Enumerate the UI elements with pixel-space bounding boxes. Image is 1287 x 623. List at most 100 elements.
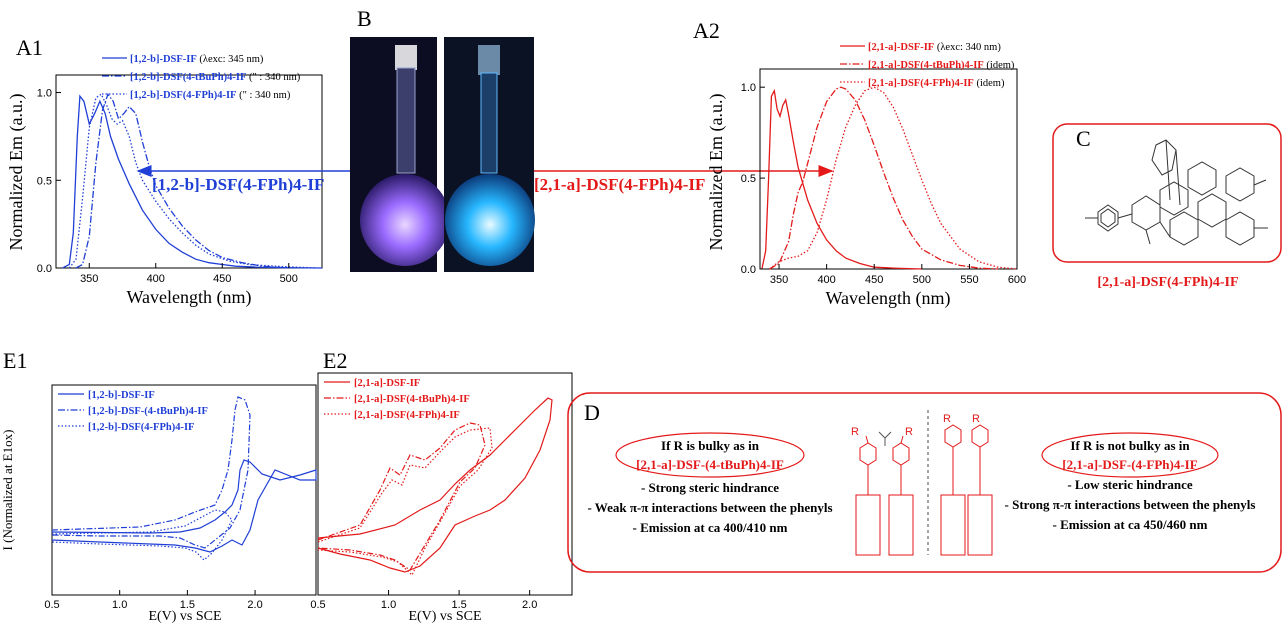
legend-label: [2,1-a]-DSF-IF	[868, 42, 934, 53]
label-21a-fph: [2,1-a]-DSF(4-FPh)4-IF	[534, 175, 705, 194]
panel-d: If R is bulky as in [2,1-a]-DSF-(4-tBuPh…	[567, 392, 1282, 573]
panel-letter-c: C	[1076, 126, 1091, 151]
legend-label: [1,2-b]-DSF(4-tBuPh)4-IF	[130, 72, 246, 83]
cv-e1-fph	[51, 509, 233, 561]
legend-entry: [1,2-b]-DSF(4-tBuPh)4-IF (" : 340 nm)	[130, 72, 301, 83]
legend-label: [2,1-a]-DSF-IF	[354, 378, 420, 389]
x-tick-label: 2.0	[522, 599, 537, 611]
x-axis-label-a1: Wavelength (nm)	[126, 287, 251, 308]
legend-label: [2,1-a]-DSF(4-FPh)4-IF	[868, 78, 974, 89]
d-right-line2: - Strong π-π interactions between the ph…	[1005, 497, 1256, 512]
plot-frame-a2	[759, 68, 1018, 270]
highlight-right	[1041, 432, 1219, 478]
panel-letter-e1: E1	[3, 348, 27, 373]
panel-letter-d: D	[584, 400, 600, 425]
legend-note: (λexc: 340 nm)	[934, 42, 1001, 53]
legend-label: [1,2-b]-DSF-IF	[88, 390, 155, 401]
legend-label: [1,2-b]-DSF(4-FPh)4-IF	[88, 422, 194, 433]
y-tick-label: 1.0	[741, 82, 756, 94]
legend-entry: [1,2-b]-DSF(4-FPh)4-IF (" : 340 nm)	[130, 90, 291, 101]
d-left-line3: - Emission at ca 400/410 nm	[633, 520, 788, 535]
x-tick-label: 450	[213, 273, 231, 285]
plot-frame-e2	[317, 372, 573, 596]
legend-label: [1,2-b]-DSF-(4-tBuPh)4-IF	[88, 406, 208, 417]
chart-a2: 350 400 450 500 550 600 0.0 0.5 1.0 Wavelength …	[706, 42, 1026, 309]
legend-entry: [1,2-b]-DSF-IF (λexc: 345 nm)	[130, 54, 264, 65]
highlight-left	[615, 432, 805, 478]
legend-label: [1,2-b]-DSF(4-FPh)4-IF	[130, 90, 236, 101]
x-tick-label: 400	[147, 273, 165, 285]
x-tick-label: 450	[865, 274, 883, 286]
d-left-line2: - Weak π-π interactions between the phen…	[587, 500, 832, 515]
r-label-1: R	[851, 426, 859, 438]
legend-label: [2,1-a]-DSF(4-FPh)4-IF	[354, 410, 460, 421]
r-label-2: R	[905, 426, 913, 438]
panel-c: [2,1-a]-DSF(4-FPh)4-IF	[1052, 123, 1282, 290]
y-tick-label: 0.5	[741, 173, 756, 185]
label-12b-fph: [1,2-b]-DSF(4-FPh)4-IF	[152, 175, 324, 194]
x-tick-label: 1.0	[381, 599, 396, 611]
d-schematic-right	[940, 424, 993, 556]
cv-e2-tbuph	[317, 422, 486, 571]
series-line-a2-1	[769, 86, 999, 270]
legend-note: (" : 340 nm)	[246, 72, 300, 83]
y-tick-label: 1.0	[37, 88, 52, 100]
chart-a1: 350 400 450 500 0.0 0.5 1.0 Wavelength (nm) N…	[6, 54, 323, 308]
y-tick-label: 0.0	[741, 264, 756, 276]
d-right-head2: [2,1-a]-DSF-(4-FPh)4-IF	[1062, 457, 1197, 472]
plot-frame-e1	[51, 384, 317, 596]
y-axis-label-e1: I (Normalized at E1ox)	[0, 430, 15, 551]
legend-a1: [1,2-b]-DSF-IF (λexc: 345 nm)[1,2-b]-DSF…	[102, 54, 301, 101]
d-left-line1: - Strong steric hindrance	[641, 480, 779, 495]
d-right-head1: If R is not bulky as in	[1070, 438, 1190, 453]
series-line-a1-0	[62, 94, 323, 269]
panel-b-photos	[350, 37, 535, 272]
d-left-head2: [2,1-a]-DSF-(4-tBuPh)4-IF	[636, 457, 784, 472]
legend-entry: [2,1-a]-DSF(4-tBuPh)4-IF (idem)	[868, 60, 1015, 71]
legend-note: (λexc: 345 nm)	[197, 54, 264, 65]
d-right-line1: - Low steric hindrance	[1067, 477, 1193, 492]
x-tick-label: 1.5	[180, 599, 195, 611]
molecule-structure	[1085, 139, 1268, 246]
y-axis-label-a2: Normalized Em (a.u.)	[706, 94, 727, 251]
r-label-3: R	[943, 413, 951, 425]
legend-label: [2,1-a]-DSF(4-tBuPh)4-IF	[868, 60, 984, 71]
x-tick-label: 0.5	[44, 599, 59, 611]
x-tick-label: 350	[80, 273, 98, 285]
legend-e1: [1,2-b]-DSF-IF [1,2-b]-DSF-(4-tBuPh)4-IF […	[58, 390, 208, 433]
panel-letter-a2: A2	[693, 18, 720, 43]
x-tick-label: 550	[960, 274, 978, 286]
legend-label: [1,2-b]-DSF-IF	[130, 54, 197, 65]
panel-letter-a1: A1	[16, 35, 43, 60]
panel-letter-b: B	[357, 6, 372, 31]
x-axis-label-a2: Wavelength (nm)	[825, 288, 950, 309]
panel-letter-e2: E2	[323, 348, 347, 373]
x-tick-label: 2.0	[247, 599, 262, 611]
legend-note: (" : 340 nm)	[236, 90, 290, 101]
series-line-a1-1	[75, 92, 289, 269]
x-tick-label: 600	[1008, 274, 1026, 286]
legend-note: (idem)	[984, 60, 1015, 71]
x-tick-label: 1.0	[112, 599, 127, 611]
cv-e1-dsf-if	[51, 459, 317, 553]
cv-e1-tbuph	[51, 396, 251, 549]
chart-e1: 0.5 1.0 1.5 2.0 E(V) vs SCE I (Normalized a…	[0, 384, 317, 623]
x-tick-label: 500	[913, 274, 931, 286]
d-left-head1: If R is bulky as in	[661, 438, 760, 453]
legend-note: (idem)	[974, 78, 1005, 89]
series-line-a2-2	[769, 86, 1018, 270]
x-tick-label: 0.5	[310, 599, 325, 611]
legend-label: [2,1-a]-DSF(4-tBuPh)4-IF	[354, 394, 470, 405]
d-schematic-left	[855, 431, 914, 556]
d-right-line3: - Emission at ca 450/460 nm	[1053, 517, 1208, 532]
panel-c-frame	[1052, 123, 1282, 263]
series-line-a2-0	[761, 88, 922, 270]
legend-entry: [2,1-a]-DSF-IF (λexc: 340 nm)	[868, 42, 1001, 53]
y-tick-label: 0.5	[37, 175, 52, 187]
legend-entry: [2,1-a]-DSF(4-FPh)4-IF (idem)	[868, 78, 1005, 89]
series-line-a1-2	[68, 93, 316, 269]
legend-a2: [2,1-a]-DSF-IF (λexc: 340 nm)[2,1-a]-DSF…	[840, 42, 1015, 89]
r-label-4: R	[972, 413, 980, 425]
x-tick-label: 500	[280, 273, 298, 285]
